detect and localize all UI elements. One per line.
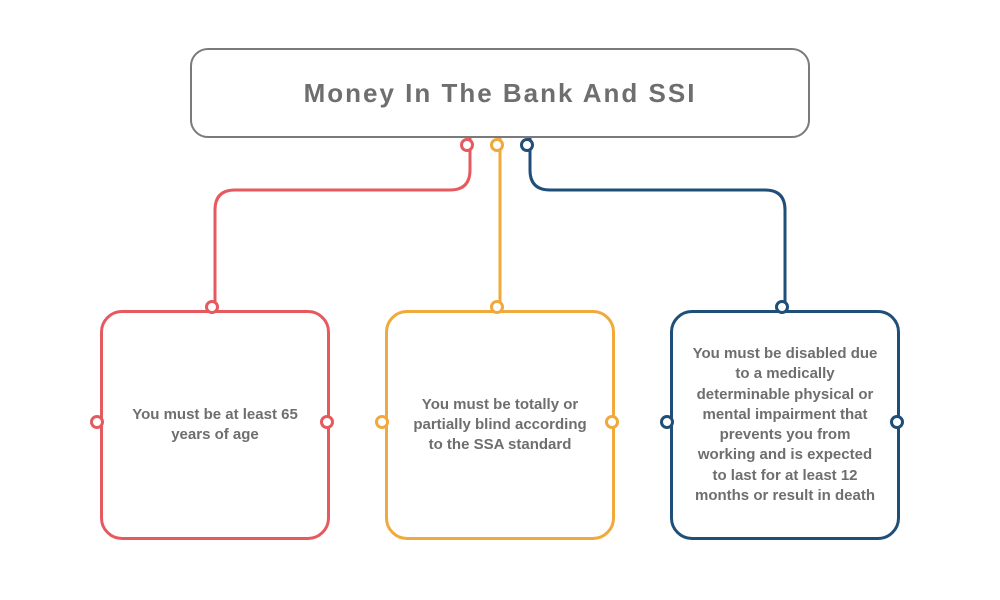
child-box-age: You must be at least 65 years of age (100, 310, 330, 540)
child-box-disabled: You must be disabled due to a medically … (670, 310, 900, 540)
connector-disabled (530, 138, 785, 310)
connector-dot (320, 415, 334, 429)
connector-dot (460, 138, 474, 152)
child-text-disabled: You must be disabled due to a medically … (691, 344, 879, 506)
connector-dot (375, 415, 389, 429)
child-text-age: You must be at least 65 years of age (121, 405, 309, 446)
connector-dot (660, 415, 674, 429)
title-text: Money In The Bank And SSI (304, 78, 697, 109)
title-box: Money In The Bank And SSI (190, 48, 810, 138)
connector-dot (490, 138, 504, 152)
connector-dot (490, 300, 504, 314)
child-box-blind: You must be totally or partially blind a… (385, 310, 615, 540)
connector-age (215, 138, 470, 310)
child-text-blind: You must be totally or partially blind a… (406, 395, 594, 456)
connector-dot (890, 415, 904, 429)
connector-dot (520, 138, 534, 152)
connector-dot (90, 415, 104, 429)
connector-dot (775, 300, 789, 314)
connector-dot (605, 415, 619, 429)
connector-dot (205, 300, 219, 314)
